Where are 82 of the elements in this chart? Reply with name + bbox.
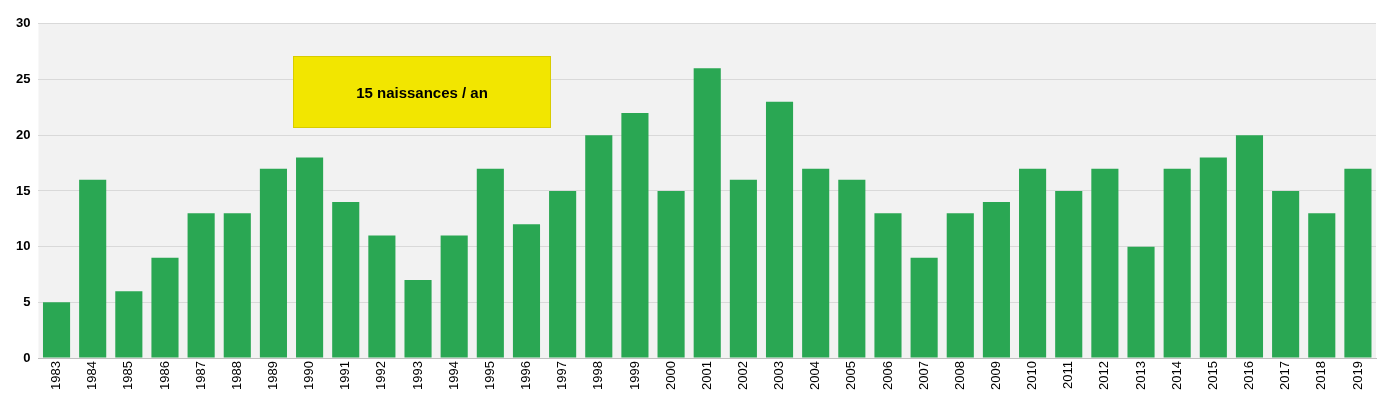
x-tick-label: 2001	[698, 361, 714, 390]
bar	[296, 157, 324, 358]
x-tick-label: 1985	[120, 361, 136, 390]
x-tick-label: 2005	[843, 361, 859, 390]
x-tick-label: 1998	[590, 361, 606, 390]
bar	[1344, 168, 1372, 358]
x-tick-label: 1992	[373, 361, 389, 390]
bar	[982, 202, 1010, 358]
bar	[476, 168, 504, 358]
bar	[42, 302, 71, 358]
bar	[1019, 168, 1047, 358]
x-tick-label: 1996	[518, 361, 534, 390]
x-tick-label: 2007	[915, 361, 931, 390]
bar	[332, 202, 360, 358]
x-tick-label: 2017	[1277, 361, 1293, 390]
x-tick-label: 2004	[807, 361, 823, 390]
x-tick-label: 1994	[445, 361, 461, 390]
x-tick-label: 2014	[1168, 361, 1184, 390]
bar	[729, 179, 757, 358]
bar	[1308, 213, 1336, 358]
x-tick-label: 1997	[554, 361, 570, 390]
callout-box: 15 naissances / an	[293, 56, 551, 128]
bar	[838, 179, 866, 358]
bar	[259, 168, 287, 358]
y-tick-label: 10	[15, 238, 31, 254]
x-tick-label: 2018	[1313, 361, 1329, 390]
bar	[404, 280, 432, 358]
bar	[621, 112, 649, 358]
x-tick-label: 2010	[1024, 361, 1040, 390]
bar	[549, 190, 577, 358]
x-tick-label: 2019	[1349, 361, 1365, 390]
bar	[1055, 190, 1083, 358]
bar	[223, 213, 251, 358]
bar	[1091, 168, 1119, 358]
y-tick-label: 15	[15, 182, 31, 198]
x-tick-label: 1987	[192, 361, 208, 390]
x-tick-label: 2002	[734, 361, 750, 390]
y-tick-label: 25	[15, 71, 31, 87]
x-tick-label: 1989	[265, 361, 281, 390]
x-tick-label: 1986	[156, 361, 172, 390]
x-tick-label: 2012	[1096, 361, 1112, 390]
bar	[115, 291, 143, 358]
bar	[1272, 190, 1300, 358]
bar	[79, 179, 107, 358]
bar	[187, 213, 215, 358]
x-tick-label: 1983	[48, 361, 64, 390]
bar	[802, 168, 830, 358]
x-tick-label: 2003	[771, 361, 787, 390]
bar	[946, 213, 974, 358]
bar	[585, 135, 613, 358]
bar	[368, 235, 396, 358]
x-tick-label: 1988	[228, 361, 244, 390]
bar	[440, 235, 468, 358]
x-tick-label: 1991	[337, 361, 353, 390]
x-tick-label: 2011	[1060, 361, 1076, 390]
bar	[1127, 246, 1155, 358]
y-tick-label: 20	[15, 126, 31, 142]
y-tick-label: 30	[15, 15, 31, 31]
y-tick-label: 0	[23, 349, 31, 365]
x-tick-label: 2013	[1132, 361, 1148, 390]
x-tick-label: 2009	[988, 361, 1004, 390]
x-tick-label: 1984	[84, 361, 100, 390]
x-tick-label: 2015	[1204, 361, 1220, 390]
x-tick-label: 1990	[301, 361, 317, 390]
x-tick-label: 2006	[879, 361, 895, 390]
bar	[765, 101, 794, 358]
bar	[512, 224, 541, 358]
bar	[874, 213, 902, 358]
bar	[657, 190, 685, 358]
x-tick-label: 1999	[626, 361, 642, 390]
x-tick-label: 2008	[951, 361, 967, 390]
bar	[1235, 135, 1264, 358]
bar	[1199, 157, 1227, 358]
bar	[151, 257, 179, 358]
bar	[693, 68, 721, 358]
x-tick-label: 2000	[662, 361, 678, 390]
x-tick-label: 1995	[481, 361, 497, 390]
bar	[910, 257, 938, 358]
bar	[1163, 168, 1191, 358]
y-tick-label: 5	[23, 293, 31, 309]
x-tick-label: 2016	[1241, 361, 1257, 390]
x-tick-label: 1993	[409, 361, 425, 390]
